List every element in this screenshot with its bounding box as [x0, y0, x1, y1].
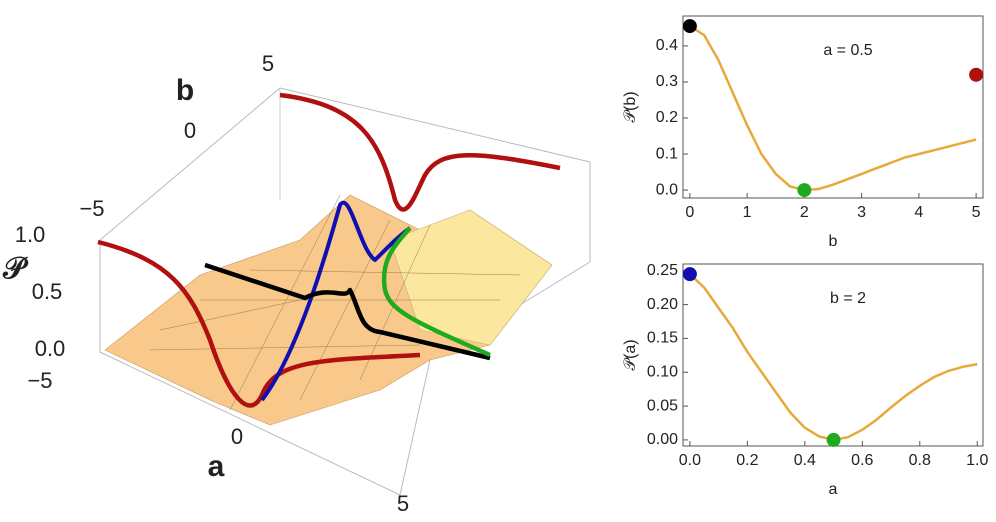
annotation: a = 0.5 [823, 42, 872, 59]
point [826, 432, 841, 447]
y-tick-label: 0.10 [647, 363, 678, 380]
y-tick-label: 0.3 [656, 73, 678, 90]
y-tick-label: 5 [262, 51, 274, 76]
x-tick-label: 5 [397, 491, 409, 516]
z-axis-label: 𝒫 [2, 252, 29, 285]
y-axis-label: b [176, 74, 194, 107]
x-tick-label: 0.6 [851, 452, 873, 469]
surface-decoration [97, 87, 591, 496]
y-tick-label: −5 [79, 196, 104, 221]
y-axis-label: 𝒫(a) [622, 339, 639, 370]
point [797, 183, 812, 198]
annotation: b = 2 [830, 290, 866, 307]
x-tick-label: 5 [972, 204, 981, 221]
x-axis-label: a [208, 450, 225, 483]
point [682, 267, 697, 282]
x-tick-label: 0.4 [794, 452, 816, 469]
x-tick-label: 1.0 [966, 452, 988, 469]
y-tick-label: 0.4 [656, 37, 678, 54]
x-tick-label: 3 [857, 204, 866, 221]
y-axis-label: 𝒫(b) [622, 91, 639, 122]
point [969, 67, 984, 82]
point [682, 19, 697, 34]
plot-frame [682, 15, 984, 199]
z-tick-label: 0.0 [35, 336, 66, 361]
x-axis-label: b [829, 233, 838, 250]
x-axis-label: a [829, 481, 838, 498]
y-tick-label: 0.15 [647, 330, 678, 347]
y-tick-label: 0.25 [647, 262, 678, 279]
x-tick-label: 0 [685, 204, 694, 221]
x-tick-label: 1 [743, 204, 752, 221]
y-tick-label: 0.0 [656, 181, 678, 198]
x-tick-label: 0.2 [736, 452, 758, 469]
y-tick-label: 0.1 [656, 145, 678, 162]
curve [689, 25, 977, 192]
z-tick-label: 1.0 [15, 222, 46, 247]
x-tick-label: 0.0 [679, 452, 701, 469]
y-tick-label: 0.20 [647, 296, 678, 313]
y-tick-label: 0 [184, 118, 196, 143]
y-tick-label: 0.00 [647, 431, 678, 448]
x-tick-label: 0 [231, 424, 243, 449]
x-tick-label: −5 [27, 368, 52, 393]
z-tick-label: 0.5 [32, 279, 63, 304]
y-tick-label: 0.05 [647, 397, 678, 414]
x-tick-label: 0.8 [909, 452, 931, 469]
y-tick-label: 0.2 [656, 109, 678, 126]
x-tick-label: 2 [800, 204, 809, 221]
x-tick-label: 4 [914, 204, 923, 221]
